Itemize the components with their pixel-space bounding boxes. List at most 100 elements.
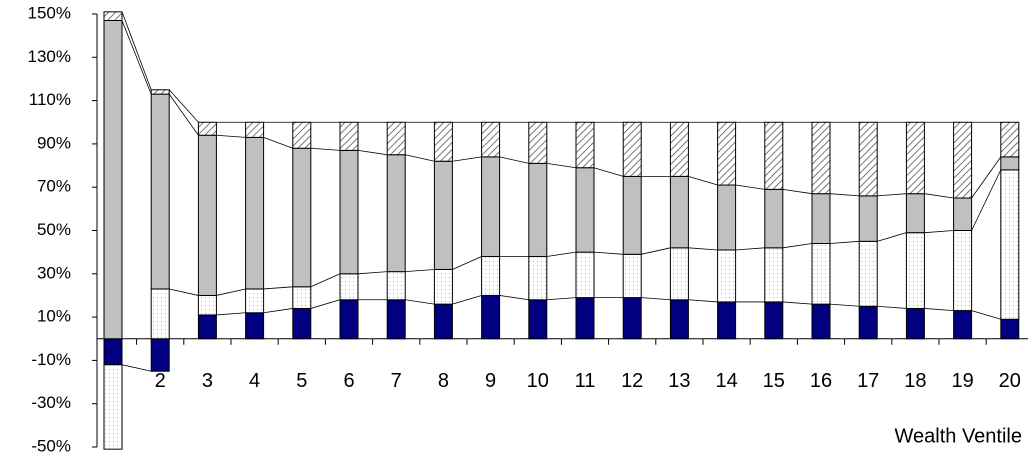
series-connector — [924, 308, 954, 312]
series-connector — [546, 297, 577, 301]
bar-segment — [103, 11, 123, 21]
series-connector — [688, 175, 718, 186]
bar-segment — [197, 314, 217, 340]
series-connector — [357, 271, 388, 275]
x-tick-label: 9 — [485, 370, 496, 392]
series-connector — [263, 286, 293, 290]
bar-segment — [339, 121, 359, 151]
bar-segment — [811, 303, 831, 340]
bar-segment — [1000, 169, 1020, 320]
bar-segment — [622, 175, 642, 255]
bar-segment — [622, 297, 642, 340]
bar-segment — [386, 299, 406, 340]
series-connector — [310, 299, 341, 309]
x-tick-label: 14 — [715, 370, 737, 392]
series-connector — [216, 312, 246, 316]
bar-segment — [339, 273, 359, 301]
bar-segment — [528, 162, 548, 257]
series-connector — [216, 288, 246, 296]
bar-segment — [197, 294, 217, 316]
bar-segment — [292, 307, 312, 340]
bar-segment — [292, 147, 312, 288]
x-tick-label: 15 — [763, 370, 785, 392]
series-connector — [121, 20, 152, 95]
bar-segment — [811, 242, 831, 305]
series-connector — [971, 156, 1002, 199]
y-tick-label: 70% — [37, 177, 71, 196]
bar-segment — [717, 121, 737, 186]
series-connector — [829, 303, 860, 307]
bar-segment — [858, 305, 878, 340]
series-connector — [121, 364, 152, 372]
x-tick-label: 18 — [904, 370, 926, 392]
series-connector — [877, 193, 907, 197]
bar-segment — [858, 195, 878, 242]
bar-segment — [905, 121, 925, 195]
bar-segment — [245, 288, 265, 314]
y-tick-label: 130% — [28, 47, 71, 66]
bar-segment — [764, 121, 784, 190]
x-axis-title: Wealth Ventile — [895, 425, 1023, 447]
x-tick-label: 13 — [668, 370, 690, 392]
series-connector — [593, 167, 624, 177]
series-connector — [877, 232, 907, 242]
series-connector — [168, 89, 199, 123]
bar-segment — [953, 310, 973, 340]
series-connector — [169, 288, 199, 296]
bar-segment — [292, 286, 312, 309]
series-connector — [688, 299, 718, 303]
bar-segment — [481, 294, 501, 340]
series-connector — [121, 11, 152, 90]
bar-segment — [1000, 156, 1020, 171]
bar-segment — [245, 312, 265, 340]
x-tick-label: 10 — [527, 370, 549, 392]
bar-segment — [197, 121, 217, 136]
x-tick-label: 8 — [438, 370, 449, 392]
bar-segment — [811, 193, 831, 244]
bar-segment — [575, 297, 595, 340]
bar-segment — [386, 121, 406, 156]
series-connector — [499, 156, 529, 164]
bar-segment — [1000, 318, 1020, 340]
x-tick-label: 19 — [951, 370, 973, 392]
bar-segment — [339, 149, 359, 275]
series-connector — [829, 193, 860, 197]
bar-segment — [622, 253, 642, 299]
bar-segment — [150, 93, 170, 290]
bar-segment — [433, 268, 453, 305]
bar-segment — [481, 121, 501, 158]
bar-segment — [717, 301, 737, 340]
bar-segment — [481, 255, 501, 296]
bar-segment — [433, 121, 453, 162]
series-connector — [452, 295, 482, 305]
bar-segment — [339, 299, 359, 340]
bar-segment — [953, 230, 973, 312]
bar-segment — [528, 121, 548, 164]
series-connector — [593, 251, 624, 255]
series-connector — [924, 230, 954, 234]
series-connector — [782, 243, 813, 249]
bar-segment — [669, 247, 689, 301]
y-tick-label: 10% — [37, 307, 71, 326]
series-connector — [971, 169, 1002, 231]
series-connector — [168, 93, 199, 136]
x-tick-label: 11 — [575, 370, 596, 392]
series-connector — [310, 273, 341, 288]
bar-segment — [433, 303, 453, 340]
series-connector — [782, 188, 813, 195]
bar-segment — [622, 121, 642, 177]
x-tick-label: 16 — [810, 370, 832, 392]
y-tick-label: 30% — [37, 263, 71, 282]
bar-segment — [669, 299, 689, 340]
bar-segment — [764, 301, 784, 340]
bar-segment — [103, 364, 123, 450]
bar-segment — [103, 19, 123, 340]
bar-segment — [905, 232, 925, 309]
series-connector — [546, 162, 577, 169]
bar-segment — [953, 197, 973, 231]
bar-segment — [245, 136, 265, 290]
x-tick-label: 17 — [857, 370, 879, 392]
bar-segment — [386, 154, 406, 273]
bar-segment — [292, 121, 312, 149]
